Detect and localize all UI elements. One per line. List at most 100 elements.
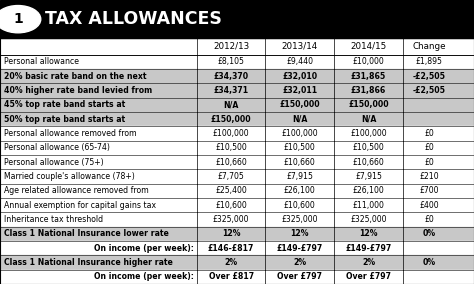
Bar bbox=[0, 155, 474, 169]
Text: 20% basic rate band on the next: 20% basic rate band on the next bbox=[4, 72, 146, 81]
Bar bbox=[0, 55, 474, 69]
Text: £31,865: £31,865 bbox=[351, 72, 386, 81]
Text: Personal allowance (75+): Personal allowance (75+) bbox=[4, 158, 103, 167]
Bar bbox=[0, 212, 474, 227]
Text: £100,000: £100,000 bbox=[213, 129, 249, 138]
Text: £7,915: £7,915 bbox=[355, 172, 382, 181]
Text: Married couple's allowance (78+): Married couple's allowance (78+) bbox=[4, 172, 135, 181]
Text: £11,000: £11,000 bbox=[353, 201, 384, 210]
Text: £0: £0 bbox=[424, 143, 434, 152]
Text: £700: £700 bbox=[419, 186, 439, 195]
Bar bbox=[0, 0, 474, 38]
Text: 45% top rate band starts at: 45% top rate band starts at bbox=[4, 100, 125, 109]
Text: Over £797: Over £797 bbox=[277, 272, 322, 281]
Text: 40% higher rate band levied from: 40% higher rate band levied from bbox=[4, 86, 152, 95]
Text: On income (per week):: On income (per week): bbox=[94, 272, 194, 281]
Bar bbox=[0, 38, 474, 55]
Text: £100,000: £100,000 bbox=[350, 129, 387, 138]
Text: 0%: 0% bbox=[422, 258, 436, 267]
Text: Inheritance tax threshold: Inheritance tax threshold bbox=[4, 215, 103, 224]
Text: £10,500: £10,500 bbox=[353, 143, 384, 152]
Text: 12%: 12% bbox=[222, 229, 240, 238]
Bar bbox=[0, 98, 474, 112]
Text: Class 1 National Insurance lower rate: Class 1 National Insurance lower rate bbox=[4, 229, 169, 238]
Text: £1,895: £1,895 bbox=[416, 57, 442, 66]
Text: £7,705: £7,705 bbox=[218, 172, 245, 181]
Text: £10,600: £10,600 bbox=[215, 201, 247, 210]
Text: £32,011: £32,011 bbox=[282, 86, 318, 95]
Text: £31,866: £31,866 bbox=[351, 86, 386, 95]
Text: 0%: 0% bbox=[422, 229, 436, 238]
Text: £325,000: £325,000 bbox=[350, 215, 387, 224]
Text: £150,000: £150,000 bbox=[348, 100, 389, 109]
Bar bbox=[0, 112, 474, 126]
Text: Over £817: Over £817 bbox=[209, 272, 254, 281]
Text: £150,000: £150,000 bbox=[211, 114, 251, 124]
Bar bbox=[0, 227, 474, 241]
Text: Change: Change bbox=[412, 42, 446, 51]
Text: On income (per week):: On income (per week): bbox=[94, 244, 194, 253]
Text: 12%: 12% bbox=[291, 229, 309, 238]
Text: £7,915: £7,915 bbox=[286, 172, 313, 181]
Text: £149-£797: £149-£797 bbox=[346, 244, 392, 253]
Text: £26,100: £26,100 bbox=[284, 186, 316, 195]
Text: £150,000: £150,000 bbox=[280, 100, 320, 109]
Text: £10,660: £10,660 bbox=[284, 158, 316, 167]
Text: Personal allowance (65-74): Personal allowance (65-74) bbox=[4, 143, 109, 152]
Text: 2%: 2% bbox=[362, 258, 375, 267]
Text: £0: £0 bbox=[424, 129, 434, 138]
Text: £9,440: £9,440 bbox=[286, 57, 313, 66]
Text: 12%: 12% bbox=[359, 229, 378, 238]
Text: Age related allowance removed from: Age related allowance removed from bbox=[4, 186, 148, 195]
Bar bbox=[0, 270, 474, 284]
Text: -£2,505: -£2,505 bbox=[412, 86, 446, 95]
Text: £10,600: £10,600 bbox=[284, 201, 316, 210]
Text: TAX ALLOWANCES: TAX ALLOWANCES bbox=[45, 10, 222, 28]
Bar bbox=[0, 69, 474, 83]
Text: £325,000: £325,000 bbox=[213, 215, 249, 224]
Bar bbox=[0, 169, 474, 184]
Text: £32,010: £32,010 bbox=[282, 72, 318, 81]
Text: £146-£817: £146-£817 bbox=[208, 244, 254, 253]
Text: £10,500: £10,500 bbox=[284, 143, 316, 152]
Text: -£2,505: -£2,505 bbox=[412, 72, 446, 81]
Text: £210: £210 bbox=[419, 172, 439, 181]
Text: £10,660: £10,660 bbox=[353, 158, 384, 167]
Text: 2013/14: 2013/14 bbox=[282, 42, 318, 51]
Text: 2012/13: 2012/13 bbox=[213, 42, 249, 51]
Text: £325,000: £325,000 bbox=[282, 215, 318, 224]
Bar bbox=[0, 255, 474, 270]
Circle shape bbox=[0, 5, 41, 33]
Text: 2014/15: 2014/15 bbox=[350, 42, 387, 51]
Text: £10,500: £10,500 bbox=[215, 143, 247, 152]
Text: £0: £0 bbox=[424, 158, 434, 167]
Text: £8,105: £8,105 bbox=[218, 57, 245, 66]
Text: 1: 1 bbox=[13, 12, 23, 26]
Text: 50% top rate band starts at: 50% top rate band starts at bbox=[4, 114, 125, 124]
Text: N/A: N/A bbox=[292, 114, 308, 124]
Bar bbox=[0, 83, 474, 98]
Text: Over £797: Over £797 bbox=[346, 272, 391, 281]
Text: £149-£797: £149-£797 bbox=[277, 244, 323, 253]
Text: £0: £0 bbox=[424, 215, 434, 224]
Bar bbox=[0, 184, 474, 198]
Text: Personal allowance removed from: Personal allowance removed from bbox=[4, 129, 137, 138]
Bar bbox=[0, 126, 474, 141]
Text: £26,100: £26,100 bbox=[353, 186, 384, 195]
Text: £25,400: £25,400 bbox=[215, 186, 247, 195]
Text: £34,370: £34,370 bbox=[213, 72, 249, 81]
Text: 2%: 2% bbox=[293, 258, 306, 267]
Text: £400: £400 bbox=[419, 201, 439, 210]
Bar bbox=[0, 198, 474, 212]
Text: Personal allowance: Personal allowance bbox=[4, 57, 79, 66]
Text: £10,660: £10,660 bbox=[215, 158, 247, 167]
Text: 2%: 2% bbox=[225, 258, 237, 267]
Bar bbox=[0, 141, 474, 155]
Bar bbox=[0, 241, 474, 255]
Text: N/A: N/A bbox=[223, 100, 239, 109]
Text: N/A: N/A bbox=[361, 114, 376, 124]
Text: £10,000: £10,000 bbox=[353, 57, 384, 66]
Text: Annual exemption for capital gains tax: Annual exemption for capital gains tax bbox=[4, 201, 156, 210]
Text: £100,000: £100,000 bbox=[282, 129, 318, 138]
Text: £34,371: £34,371 bbox=[213, 86, 249, 95]
